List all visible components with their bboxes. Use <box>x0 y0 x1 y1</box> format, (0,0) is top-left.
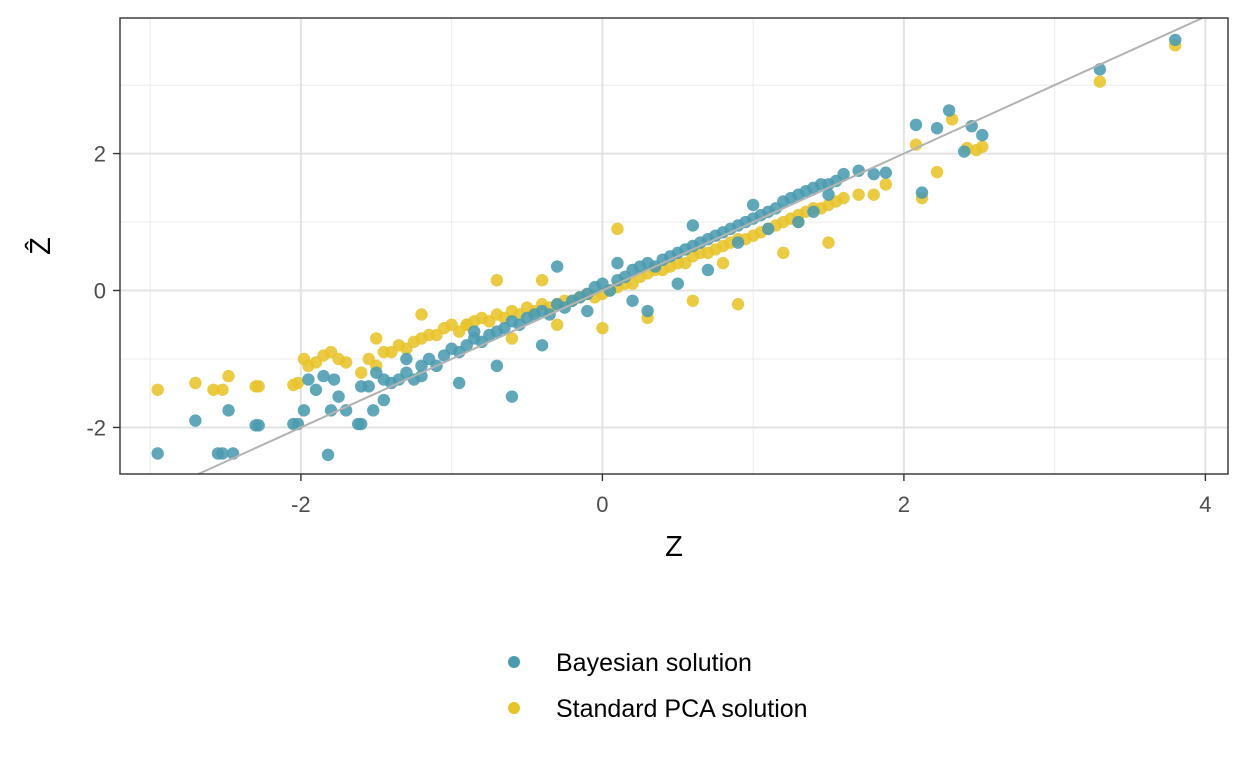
bayesian-point <box>762 222 775 236</box>
x-tick-label: -2 <box>291 492 311 517</box>
bayesian-point <box>942 104 956 117</box>
x-axis-title: Z <box>665 531 683 563</box>
standard-pca-point <box>370 332 383 345</box>
bayesian-point <box>550 260 564 273</box>
standard-pca-point <box>731 297 745 311</box>
bayesian-point <box>317 369 330 383</box>
legend-key-bayesian <box>508 656 520 668</box>
standard-pca-point <box>777 246 790 260</box>
standard-pca-point <box>291 376 305 390</box>
panel-border <box>119 17 1229 475</box>
bayesian-point <box>822 188 835 201</box>
standard-pca-point <box>535 274 549 287</box>
legend-label-standard-pca: Standard PCA solution <box>556 695 808 723</box>
bayesian-point <box>611 256 624 270</box>
legend: Bayesian solution Standard PCA solution <box>508 649 808 723</box>
bayesian-point <box>915 186 929 199</box>
bayesian-point <box>686 219 700 232</box>
x-tick-label: 4 <box>1199 492 1211 517</box>
bayesian-point <box>535 339 549 352</box>
bayesian-point <box>354 417 368 431</box>
bayesian-point <box>151 447 164 460</box>
bayesian-point <box>332 390 345 403</box>
y-tick-label: 0 <box>94 279 106 304</box>
y-tick-label: 2 <box>94 142 106 167</box>
legend-label-bayesian: Bayesian solution <box>556 649 752 677</box>
bayesian-point <box>701 263 715 277</box>
bayesian-point <box>216 447 229 460</box>
bayesian-point <box>377 393 391 407</box>
standard-pca-point <box>852 188 865 201</box>
bayesian-point <box>354 380 368 393</box>
bayesian-point <box>297 404 311 417</box>
standard-pca-point <box>611 222 624 236</box>
standard-pca-point <box>1093 75 1107 88</box>
standard-pca-point <box>151 383 164 396</box>
bayesian-point <box>309 383 323 396</box>
standard-pca-point <box>686 294 700 307</box>
bayesian-point <box>189 414 202 427</box>
bayesian-point <box>252 419 265 432</box>
bayesian-point <box>671 277 684 290</box>
major-gridlines <box>120 18 1228 474</box>
bayesian-point <box>957 145 971 158</box>
y-axis-title: Ẑ <box>24 237 57 255</box>
standard-pca-point <box>415 308 428 321</box>
bayesian-point <box>976 128 989 142</box>
bayesian-point <box>930 122 944 135</box>
standard-pca-point <box>822 236 835 249</box>
bayesian-point <box>222 404 235 417</box>
bayesian-point <box>468 325 481 338</box>
bayesian-point <box>327 373 341 386</box>
bayesian-point <box>1169 33 1182 47</box>
x-tick-label: 0 <box>596 492 608 517</box>
standard-pca-point <box>339 356 353 369</box>
y-tick-label: -2 <box>86 415 106 440</box>
bayesian-point <box>837 167 850 181</box>
bayesian-point <box>321 448 335 462</box>
bayesian-point <box>792 215 805 229</box>
standard-pca-point <box>837 191 850 205</box>
standard-pca-point <box>596 321 609 335</box>
bayesian-point <box>367 404 380 417</box>
standard-pca-point <box>207 383 220 396</box>
x-tick-label: 2 <box>898 492 910 517</box>
panel-background <box>120 18 1228 474</box>
standard-pca-point <box>490 274 504 287</box>
bayesian-point <box>731 236 745 249</box>
standard-pca-point <box>879 178 893 191</box>
standard-pca-point <box>976 140 989 153</box>
standard-pca-point <box>550 318 564 331</box>
bayesian-point <box>641 304 654 318</box>
plot-panel <box>119 17 1229 475</box>
bayesian-point <box>909 118 923 132</box>
bayesian-point <box>302 373 315 386</box>
legend-key-standard-pca <box>508 702 520 714</box>
bayesian-point <box>505 390 519 403</box>
standard-pca-point <box>505 332 519 345</box>
bayesian-point <box>879 166 893 179</box>
bayesian-point <box>400 352 413 366</box>
bayesian-point <box>452 376 466 390</box>
y-axis: -2 0 2 <box>86 142 120 440</box>
bayesian-point <box>746 198 760 212</box>
bayesian-point <box>490 359 504 373</box>
bayesian-point <box>626 294 639 307</box>
standard-pca-point <box>867 188 880 201</box>
standard-pca-point <box>716 256 730 270</box>
standard-pca-point <box>354 366 368 379</box>
standard-pca-point <box>222 369 235 383</box>
standard-pca-point <box>252 380 265 393</box>
x-axis: -2 0 2 4 <box>291 474 1212 517</box>
bayesian-point <box>581 304 594 318</box>
bayesian-point <box>807 205 820 218</box>
standard-pca-point <box>930 165 944 179</box>
identity-reference-line <box>197 17 1203 475</box>
standard-pca-point <box>216 383 229 396</box>
standard-pca-point <box>189 376 202 390</box>
bayesian-point <box>867 167 880 181</box>
